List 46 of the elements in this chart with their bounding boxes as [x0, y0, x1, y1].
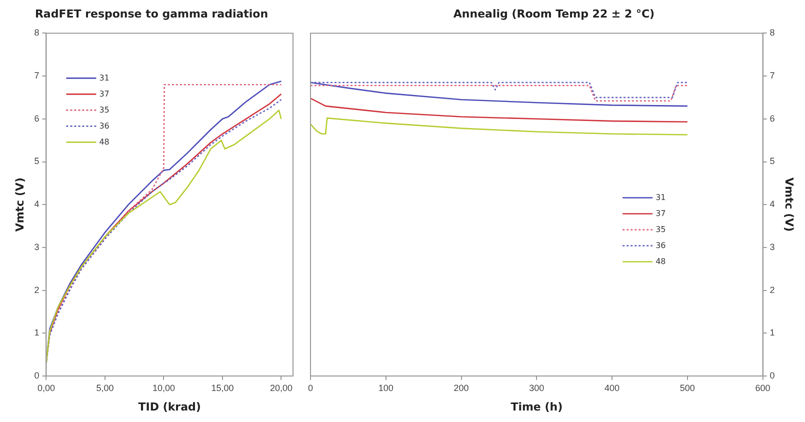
legend-label: 35: [99, 105, 110, 114]
legend-label: 48: [656, 256, 666, 266]
y-axis-title: Vmtc (V): [13, 178, 26, 232]
x-tick-label: 400: [604, 382, 620, 393]
legend-label: 48: [99, 137, 110, 146]
y-tick-label: 0: [34, 370, 40, 380]
legend-label: 37: [656, 208, 666, 218]
x-tick-label: 500: [680, 382, 695, 393]
y-axis-title: Vmtc (V): [782, 178, 796, 232]
legend-label: 36: [99, 121, 110, 130]
x-axis-title: TID (krad): [138, 400, 201, 414]
y-tick-label: 1: [770, 328, 775, 338]
y-tick-label: 4: [770, 199, 775, 210]
y-tick-label: 1: [34, 328, 40, 338]
x-tick-label: 0: [308, 382, 314, 393]
legend-label: 37: [99, 89, 110, 98]
y-tick-label: 6: [770, 113, 775, 124]
x-tick-label: 300: [529, 382, 544, 393]
y-tick-label: 8: [770, 28, 775, 38]
legend-label: 36: [656, 240, 666, 250]
y-tick-label: 2: [770, 284, 775, 295]
y-tick-label: 2: [34, 284, 40, 295]
chart-title: Annealig (Room Temp 22 ± 2 °C): [453, 7, 655, 20]
y-tick-label: 0: [770, 370, 775, 380]
y-tick-label: 5: [770, 156, 775, 166]
x-tick-label: 600: [755, 382, 770, 393]
x-tick-label: 20,00: [270, 382, 293, 393]
chart-title: RadFET response to gamma radiation: [34, 7, 268, 20]
y-tick-label: 5: [34, 156, 40, 166]
legend-label: 35: [656, 224, 666, 234]
y-tick-label: 7: [770, 70, 775, 81]
legend-label: 31: [656, 192, 666, 202]
y-tick-label: 8: [34, 28, 40, 38]
x-axis-title: Time (h): [510, 400, 563, 414]
y-tick-label: 3: [34, 242, 40, 252]
x-tick-label: 0,00: [37, 382, 55, 393]
legend-label: 31: [99, 73, 110, 82]
x-tick-label: 100: [378, 382, 394, 393]
x-tick-label: 15,00: [211, 382, 234, 393]
y-tick-label: 3: [770, 242, 775, 252]
x-tick-label: 5,00: [96, 382, 114, 393]
y-tick-label: 6: [34, 113, 40, 124]
y-tick-label: 4: [34, 199, 40, 210]
y-tick-label: 7: [34, 70, 40, 81]
x-tick-label: 10,00: [152, 382, 175, 393]
x-tick-label: 200: [454, 382, 469, 393]
